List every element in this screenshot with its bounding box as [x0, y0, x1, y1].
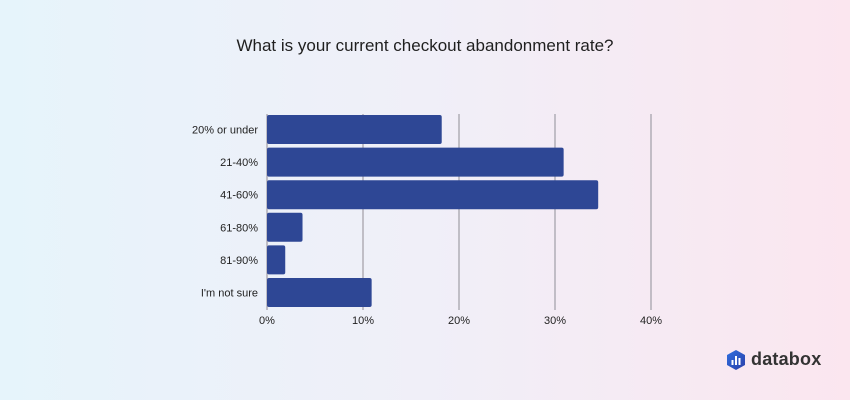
category-label: I'm not sure — [201, 288, 258, 300]
bar — [267, 115, 442, 144]
bar — [267, 180, 599, 210]
category-label: 20% or under — [192, 125, 258, 137]
bar — [267, 147, 564, 177]
x-tick-label: 30% — [544, 315, 566, 327]
x-tick-label: 10% — [352, 315, 374, 327]
x-tick-label: 40% — [640, 315, 662, 327]
databox-logo-icon — [727, 349, 745, 370]
x-tick-label: 0% — [259, 315, 275, 327]
bar — [267, 278, 372, 307]
category-label: 21-40% — [220, 157, 258, 169]
category-label: 81-90% — [220, 255, 258, 267]
category-label: 61-80% — [220, 222, 258, 234]
databox-logo: databox — [727, 349, 821, 370]
logo-text: databox — [751, 349, 822, 369]
bar — [267, 212, 303, 242]
x-tick-label: 20% — [448, 315, 470, 327]
category-label: 41-60% — [220, 190, 258, 202]
chart-title: What is your current checkout abandonmen… — [236, 36, 614, 55]
bar — [267, 245, 286, 275]
